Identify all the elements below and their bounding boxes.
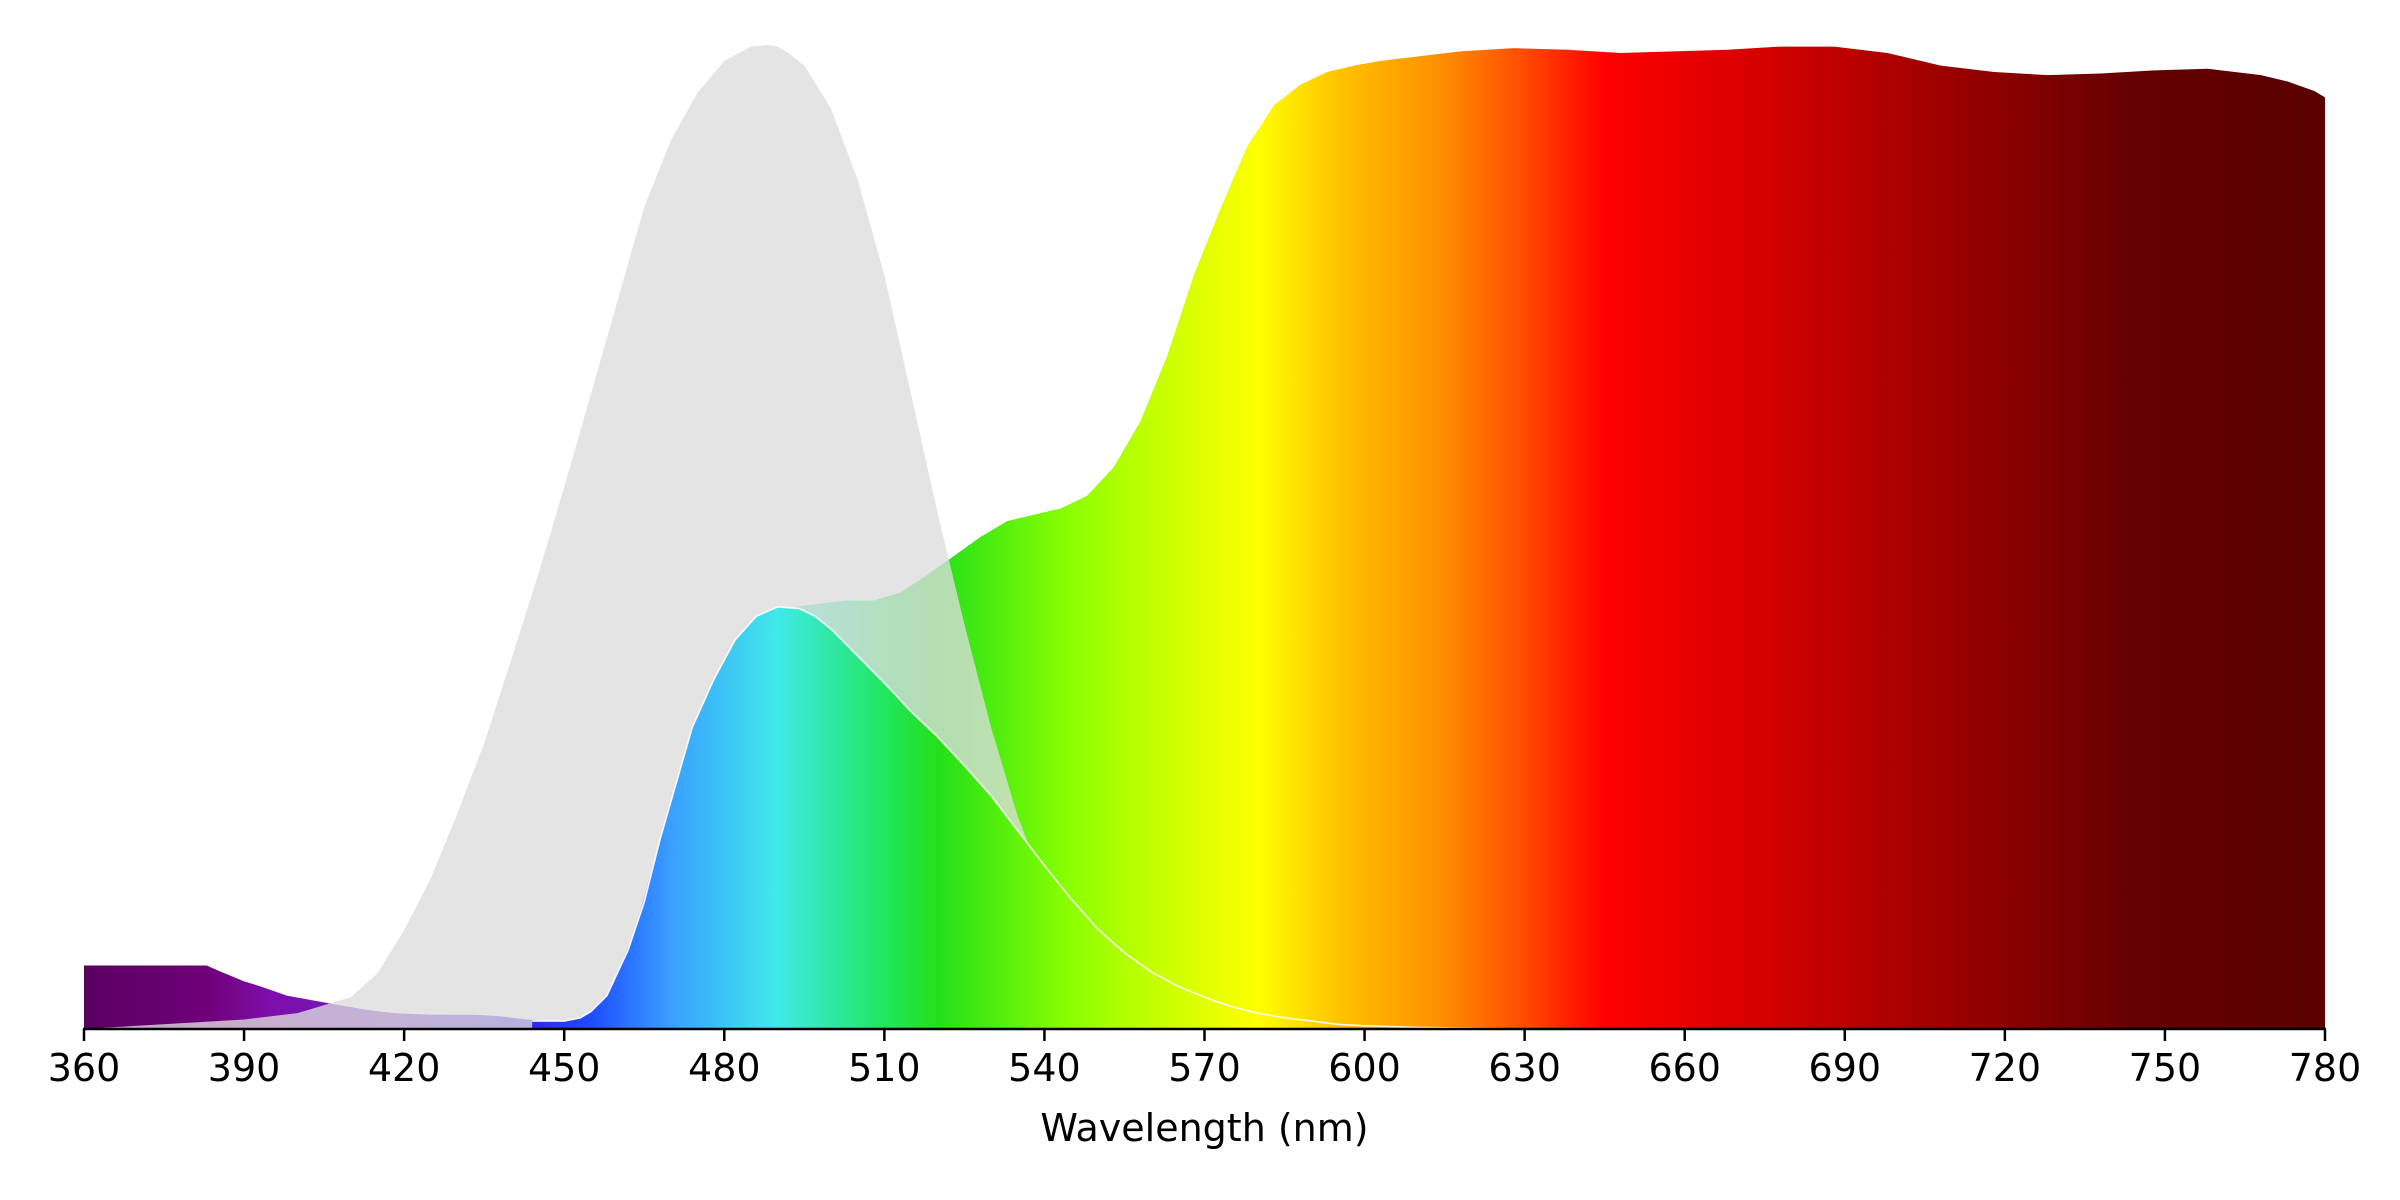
x-tick-label: 750	[2129, 1046, 2202, 1090]
x-tick-label: 360	[48, 1046, 121, 1090]
x-tick-label: 720	[1969, 1046, 2042, 1090]
x-tick-label: 420	[368, 1046, 441, 1090]
x-axis-title: Wavelength (nm)	[1040, 1106, 1368, 1150]
gray-curve-area	[84, 45, 2325, 1029]
x-tick-label: 390	[208, 1046, 281, 1090]
inner-curve-outline	[532, 606, 1525, 1030]
x-tick-label: 660	[1648, 1046, 1721, 1090]
x-tick-label: 780	[2289, 1046, 2362, 1090]
x-tick-label: 510	[848, 1046, 921, 1090]
x-tick-label: 540	[1008, 1046, 1081, 1090]
plot-area	[84, 45, 2325, 1030]
x-tick-label: 450	[528, 1046, 601, 1090]
spectrum-area	[84, 46, 2325, 1029]
x-axis-ticks: 360 390 420 450 480 510 540 570 600 630 660 690 720 7…	[48, 1029, 2362, 1090]
x-axis: 360 390 420 450 480 510 540 570 600 630 660 690 720 7…	[48, 1027, 2362, 1150]
x-tick-label: 630	[1488, 1046, 1561, 1090]
x-tick-label: 570	[1168, 1046, 1241, 1090]
x-tick-label: 480	[688, 1046, 761, 1090]
x-tick-label: 690	[1809, 1046, 1882, 1090]
inner-curve-area	[532, 606, 1525, 1029]
x-tick-label: 600	[1328, 1046, 1401, 1090]
